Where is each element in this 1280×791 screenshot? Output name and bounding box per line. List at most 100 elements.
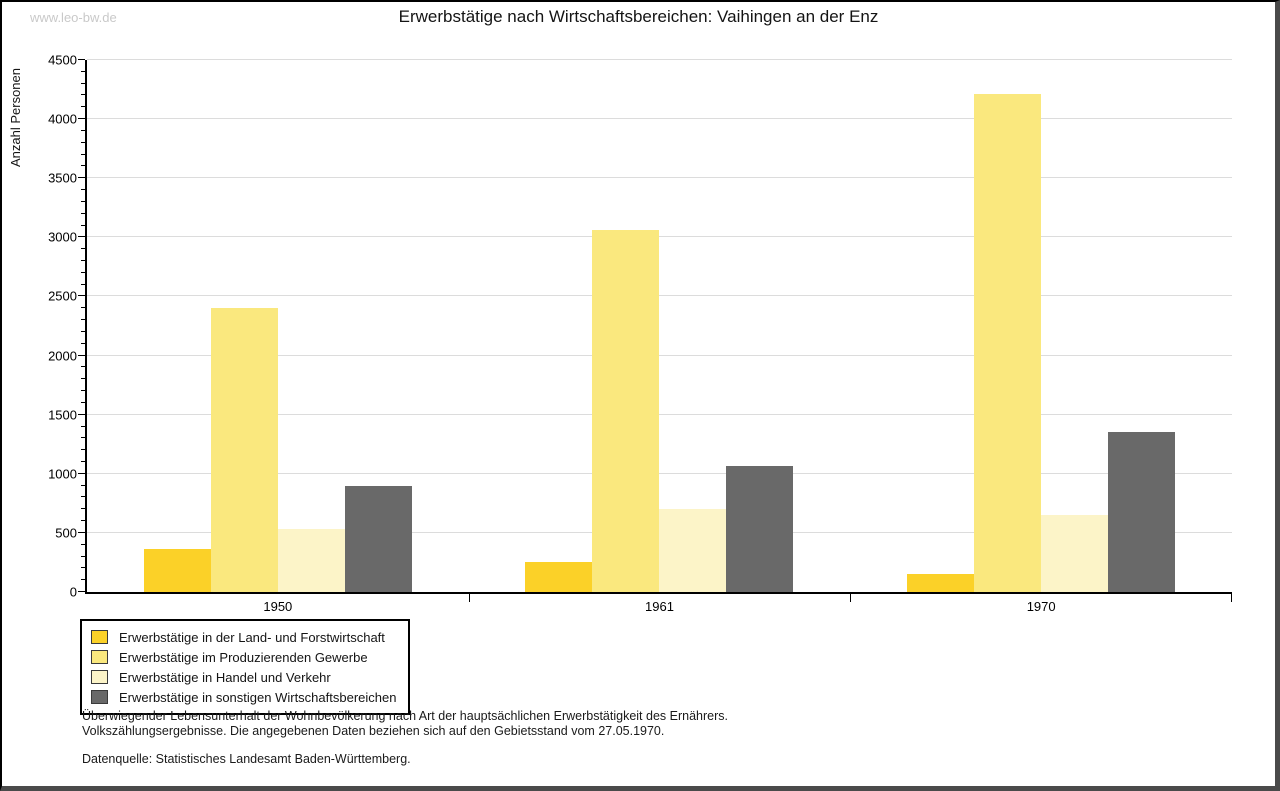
y-axis-minor-tick (81, 460, 85, 462)
bar-1961 (659, 509, 727, 592)
y-axis-minor-tick (81, 248, 85, 250)
y-axis-label: Anzahl Personen (8, 68, 23, 168)
legend-item-label: Erwerbstätige im Produzierenden Gewerbe (119, 649, 368, 665)
y-axis-minor-tick (81, 259, 85, 261)
legend-item: Erwerbstätige in der Land- und Forstwirt… (91, 627, 396, 647)
y-axis-minor-tick (81, 508, 85, 510)
gridline (87, 59, 1232, 60)
y-axis-minor-tick (81, 425, 85, 427)
y-axis-minor-tick (81, 378, 85, 380)
y-axis-tick-label: 4500 (48, 52, 77, 68)
legend-swatch (91, 650, 108, 664)
bar-1970 (907, 573, 975, 592)
bar-1950 (277, 528, 345, 592)
y-axis-tick-label: 4000 (48, 111, 77, 127)
bar-1961 (525, 562, 593, 592)
footnote-line2: Volkszählungsergebnisse. Die angegebenen… (82, 723, 665, 738)
y-axis-minor-tick (81, 94, 85, 96)
y-axis-minor-tick (81, 484, 85, 486)
y-axis-minor-tick (81, 579, 85, 581)
footnote-line1: Überwiegender Lebensunterhalt der Wohnbe… (82, 709, 728, 723)
y-axis-minor-tick (81, 366, 85, 368)
bar-1970 (974, 94, 1042, 592)
y-axis-minor-tick (81, 555, 85, 557)
y-axis-minor-tick (81, 307, 85, 309)
y-axis-minor-tick (81, 449, 85, 451)
legend-item: Erwerbstätige in sonstigen Wirtschaftsbe… (91, 687, 396, 707)
bar-1961 (592, 230, 660, 592)
category-slot-1961: 1961 (469, 60, 851, 614)
y-axis-major-tick (78, 118, 85, 120)
y-axis-major-tick (78, 236, 85, 238)
category-slot-1950: 1950 (87, 60, 469, 614)
gridline (87, 177, 1232, 179)
y-axis-tick-label: 3000 (48, 229, 77, 245)
y-axis-tick-label: 1500 (48, 407, 77, 423)
y-axis-minor-tick (81, 189, 85, 191)
gridline (87, 118, 1232, 120)
y-axis-major-tick (78, 177, 85, 179)
x-axis-category-label: 1961 (645, 599, 674, 614)
y-axis-minor-tick (81, 153, 85, 155)
legend-item: Erwerbstätige im Produzierenden Gewerbe (91, 647, 396, 667)
legend-item: Erwerbstätige in Handel und Verkehr (91, 667, 396, 687)
x-axis-category-label: 1950 (263, 599, 293, 614)
y-axis-minor-tick (81, 129, 85, 131)
y-axis-minor-tick (81, 283, 85, 285)
legend: Erwerbstätige in der Land- und Forstwirt… (80, 619, 411, 715)
y-axis-major-tick (78, 591, 85, 592)
gridline (87, 413, 1232, 415)
legend-items: Erwerbstätige in der Land- und Forstwirt… (91, 627, 396, 707)
x-axis-tick (468, 594, 470, 602)
y-axis-tick-label: 0 (69, 584, 77, 600)
y-axis-minor-tick (81, 567, 85, 569)
gridline (87, 295, 1232, 297)
y-axis-minor-tick (81, 543, 85, 545)
y-axis-minor-tick (81, 342, 85, 344)
y-axis-minor-tick (81, 212, 85, 214)
category-slot-1970: 1970 (850, 60, 1232, 614)
footnotes: Überwiegender Lebensunterhalt der Wohnbe… (82, 709, 728, 767)
legend-item-label: Erwerbstätige in der Land- und Forstwirt… (119, 629, 385, 645)
footnote-source: Datenquelle: Statistisches Landesamt Bad… (82, 752, 411, 766)
legend-item-label: Erwerbstätige in sonstigen Wirtschaftsbe… (119, 689, 397, 705)
y-axis-tick-label: 500 (55, 525, 77, 541)
legend-swatch (91, 670, 108, 684)
legend-item-label: Erwerbstätige in Handel und Verkehr (119, 669, 331, 685)
x-axis-tick (850, 594, 852, 602)
y-axis-minor-tick (81, 437, 85, 439)
y-axis-minor-tick (81, 82, 85, 84)
chart-title: Erwerbstätige nach Wirtschaftsbereichen:… (398, 7, 879, 26)
y-axis-minor-tick (81, 330, 85, 332)
y-axis-minor-tick (81, 390, 85, 392)
bar-1961 (726, 466, 794, 592)
y-axis-tick-label: 2000 (48, 348, 77, 364)
legend-swatch (91, 630, 108, 644)
y-axis-minor-tick (81, 200, 85, 202)
y-axis-minor-tick (81, 401, 85, 403)
gridline (87, 236, 1232, 238)
y-axis-major-tick (78, 295, 85, 297)
bar-1950 (344, 485, 412, 592)
legend-swatch (91, 690, 108, 704)
bar-1950 (210, 308, 278, 592)
y-axis-minor-tick (81, 319, 85, 321)
bar-1950 (143, 549, 211, 592)
y-axis-minor-tick (81, 271, 85, 273)
y-axis-major-tick (78, 413, 85, 415)
y-axis-major-tick (78, 472, 85, 474)
y-axis-minor-tick (81, 70, 85, 72)
watermark: www.leo-bw.de (30, 10, 117, 25)
y-axis-minor-tick (81, 165, 85, 167)
y-axis-minor-tick (81, 224, 85, 226)
bar-1970 (1108, 431, 1176, 592)
y-axis-tick-label: 2500 (48, 288, 77, 304)
y-axis-minor-tick (81, 106, 85, 108)
y-axis-tick-label: 3500 (48, 170, 77, 186)
x-axis-tick (1231, 594, 1232, 602)
y-axis-minor-tick (81, 141, 85, 143)
y-axis-minor-tick (81, 520, 85, 522)
y-axis-tick-label: 1000 (48, 466, 77, 482)
gridline (87, 472, 1232, 474)
